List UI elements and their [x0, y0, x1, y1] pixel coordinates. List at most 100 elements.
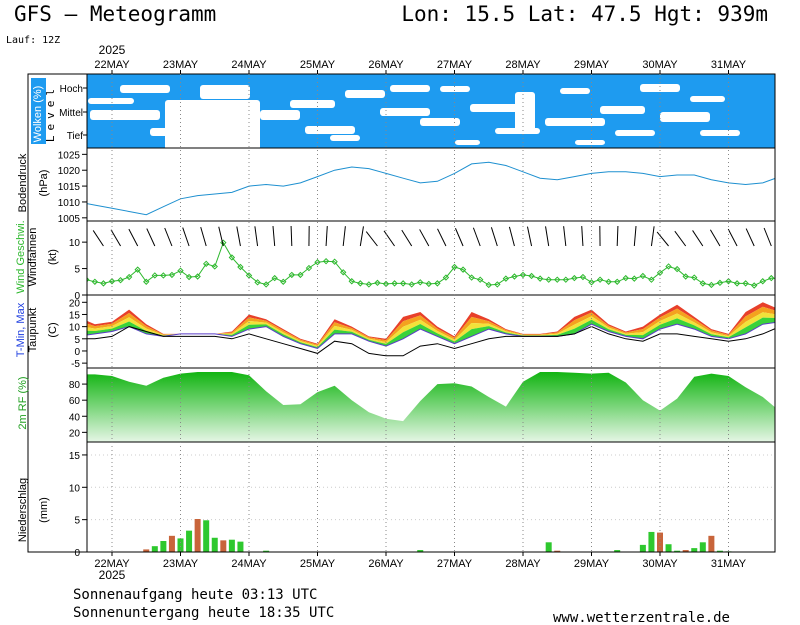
temperature-tick-label: 5 [74, 335, 80, 346]
wind-speed-point [622, 274, 629, 282]
wind-barb [656, 231, 669, 247]
wind-speed-point [254, 279, 261, 286]
precip-bar [151, 546, 158, 552]
wind-speed-point [288, 271, 296, 279]
wind-barb [359, 226, 364, 247]
wind-barb [419, 229, 430, 247]
wind-speed-point [417, 279, 424, 286]
day-label-bottom: 23MAY [163, 558, 199, 570]
pressure-tick-label: 1025 [58, 150, 81, 161]
wind-barb [616, 226, 619, 247]
wind-speed-point [125, 273, 133, 281]
wind-speed-point [795, 276, 800, 281]
wind-barb [526, 226, 533, 247]
wind-barb [727, 228, 738, 247]
wind-barb [563, 226, 567, 247]
humidity-tick-label: 40 [69, 412, 81, 423]
cloud-gap [660, 112, 710, 122]
cloud-gap [120, 85, 170, 93]
day-label-top: 28MAY [505, 59, 541, 71]
wind-speed-point [571, 274, 578, 282]
day-label-bottom: 30MAY [642, 558, 678, 570]
cloud-gap [290, 100, 335, 108]
wind-speed-point [211, 263, 218, 270]
wind-speed-point [314, 259, 321, 266]
run-label: Lauf: 12Z [6, 35, 60, 46]
wind-speed-point [151, 272, 159, 279]
dewpoint-line [87, 326, 775, 357]
source-text: www.wetterzentrale.de [553, 610, 730, 625]
humidity-area [87, 372, 775, 442]
panel-frame [86, 147, 776, 222]
wind-speed-point [451, 263, 458, 271]
pressure-tick-label: 1010 [58, 198, 81, 209]
warm-band [87, 306, 775, 346]
wind-speed-point [228, 254, 236, 261]
day-label-bottom: 31MAY [711, 558, 747, 570]
wind-barb [490, 227, 498, 247]
pressure-tick-label: 1020 [58, 166, 81, 177]
wind-barb [236, 226, 241, 247]
wind-speed-point [194, 273, 201, 280]
cloud-gap [690, 96, 725, 102]
cloud-gap [380, 108, 430, 116]
wind-speed-point [202, 260, 210, 268]
wind-barb [709, 229, 721, 247]
wind-barb [290, 226, 293, 247]
precip-bar [203, 520, 210, 552]
cloud-gap [560, 88, 590, 94]
cloud-gap [515, 92, 535, 132]
precip-bar [194, 519, 201, 552]
wind-speed-point [639, 272, 647, 280]
wind-barb [200, 226, 207, 247]
wind-tick-label: 10 [69, 238, 81, 249]
tmin-band [87, 317, 775, 349]
wind-barb [92, 230, 104, 247]
wind-speed-point [177, 267, 184, 274]
wind-unit-label: (kt) [47, 249, 59, 265]
wind-barb [325, 226, 328, 247]
wind-barb [110, 229, 121, 247]
cloud-gap [200, 85, 250, 99]
wind-speed-point [168, 271, 176, 279]
day-label-bottom: 29MAY [574, 558, 610, 570]
precip-bar [66, 546, 72, 552]
wind-speed-point [271, 274, 278, 282]
wind-speed-point [699, 280, 707, 287]
wind-speed-point [502, 275, 510, 282]
wind-speed-point [185, 273, 193, 281]
wind-speed-point [331, 258, 338, 265]
precip-bar [263, 550, 270, 552]
wind-barb [401, 229, 413, 247]
precip-bar [614, 550, 621, 552]
wind-barb [128, 228, 139, 247]
wind-series [87, 239, 800, 289]
sunset-text: Sonnenuntergang heute 18:35 UTC [73, 605, 334, 621]
wind-barb [383, 230, 395, 247]
wind-speed-point [91, 278, 99, 285]
temperature-tick-label: -5 [71, 359, 80, 370]
day-label-bottom: 25MAY [300, 558, 336, 570]
wind-speed-point [459, 266, 467, 273]
cloud-gap [640, 84, 680, 92]
cloud-gap [455, 140, 480, 145]
wind-speed-point [768, 274, 775, 282]
wind-speed-point [297, 271, 304, 279]
pressure-unit-label: (hPa) [38, 170, 50, 197]
precip-bar [674, 550, 681, 552]
wind-barb [342, 226, 346, 247]
precip-bar [220, 540, 227, 552]
wind-barb [692, 230, 704, 247]
wind-speed-point [648, 276, 655, 283]
wind-speed-point [682, 273, 689, 280]
pressure-tick-label: 1015 [58, 182, 81, 193]
temperature-series [87, 302, 775, 357]
cloud-gap [440, 86, 470, 92]
wind-barb [272, 226, 276, 247]
cloud-gap [260, 110, 300, 120]
precip-tick-label: 10 [69, 483, 81, 494]
wind-speed-point [382, 280, 390, 288]
cloud-gap [90, 110, 160, 120]
wind-speed-point [665, 263, 672, 270]
cloud-gap [700, 130, 740, 136]
